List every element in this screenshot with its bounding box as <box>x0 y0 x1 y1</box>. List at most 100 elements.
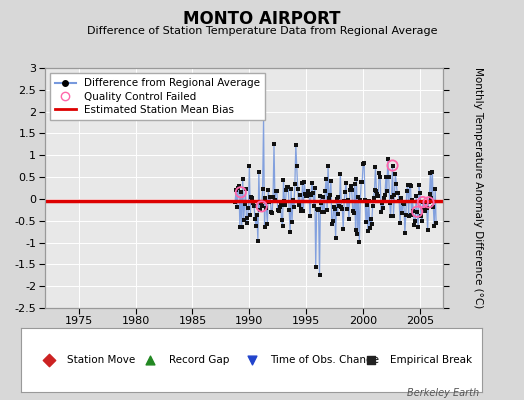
Point <box>235 182 243 189</box>
Point <box>343 206 351 213</box>
Point <box>426 170 434 176</box>
Point <box>319 194 328 200</box>
Point <box>392 180 400 187</box>
Point <box>332 196 341 202</box>
Point <box>278 223 287 229</box>
Point <box>333 211 342 217</box>
Point <box>270 141 278 148</box>
Point <box>261 195 270 201</box>
Point <box>274 207 282 213</box>
Point <box>355 239 364 245</box>
Point <box>322 176 330 182</box>
Point <box>376 174 385 180</box>
Point <box>289 196 297 203</box>
Point <box>265 199 274 205</box>
Point <box>354 194 363 200</box>
Point <box>146 357 154 363</box>
Point <box>241 201 249 207</box>
Point <box>294 202 303 208</box>
Point <box>413 208 421 215</box>
Point <box>383 188 391 194</box>
Point <box>337 204 345 210</box>
Point <box>373 191 381 197</box>
Point <box>305 191 313 197</box>
Point <box>379 204 387 211</box>
Point <box>407 212 416 218</box>
Point <box>406 182 414 189</box>
Point <box>266 194 275 200</box>
Point <box>310 202 318 209</box>
Point <box>377 209 385 215</box>
Point <box>280 197 289 204</box>
Point <box>313 207 322 213</box>
Point <box>420 207 428 213</box>
Point <box>386 200 394 206</box>
Point <box>300 178 309 185</box>
Point <box>315 272 324 278</box>
Point <box>410 222 419 228</box>
Point <box>291 181 299 188</box>
Point <box>314 206 323 212</box>
Point <box>312 206 321 212</box>
Text: Time of Obs. Change: Time of Obs. Change <box>270 355 379 365</box>
Point <box>421 208 429 214</box>
Point <box>260 224 269 230</box>
Point <box>429 204 438 210</box>
Point <box>400 201 408 207</box>
Point <box>401 230 409 236</box>
Point <box>326 192 334 198</box>
Text: Record Gap: Record Gap <box>169 355 229 365</box>
Text: Station Move: Station Move <box>67 355 135 365</box>
Point <box>399 200 407 206</box>
Point <box>252 222 260 229</box>
Point <box>381 174 390 181</box>
Point <box>393 190 401 196</box>
Point <box>292 163 301 170</box>
Point <box>283 184 291 190</box>
Point <box>352 176 361 183</box>
Point <box>351 180 359 187</box>
Point <box>232 187 241 194</box>
Point <box>408 196 417 203</box>
Point <box>352 227 360 234</box>
Point <box>277 202 285 208</box>
Point <box>251 216 259 222</box>
Point <box>423 226 432 233</box>
Point <box>321 187 330 194</box>
Point <box>409 207 418 214</box>
Point <box>357 179 365 186</box>
Point <box>244 205 253 211</box>
Point <box>237 224 246 230</box>
Point <box>285 207 293 213</box>
Point <box>332 235 340 241</box>
Point <box>271 196 279 203</box>
Point <box>290 203 298 210</box>
Point <box>263 221 271 227</box>
Point <box>297 206 305 213</box>
Point <box>411 217 420 224</box>
Point <box>233 204 241 210</box>
Point <box>348 207 357 214</box>
Point <box>427 195 435 201</box>
Point <box>405 212 413 219</box>
Point <box>298 180 307 187</box>
Point <box>413 208 421 215</box>
Point <box>424 199 433 206</box>
Point <box>385 174 393 180</box>
Point <box>317 200 325 206</box>
Point <box>242 220 250 226</box>
Point <box>297 207 305 214</box>
Point <box>320 209 329 216</box>
Point <box>247 194 255 200</box>
Point <box>359 161 367 168</box>
Point <box>364 228 372 234</box>
Point <box>402 187 411 194</box>
Point <box>432 220 440 226</box>
Point <box>272 188 280 195</box>
Point <box>341 189 350 195</box>
Point <box>412 193 420 200</box>
Point <box>329 218 337 224</box>
Point <box>370 187 379 193</box>
Point <box>430 223 439 229</box>
Point <box>391 171 400 177</box>
